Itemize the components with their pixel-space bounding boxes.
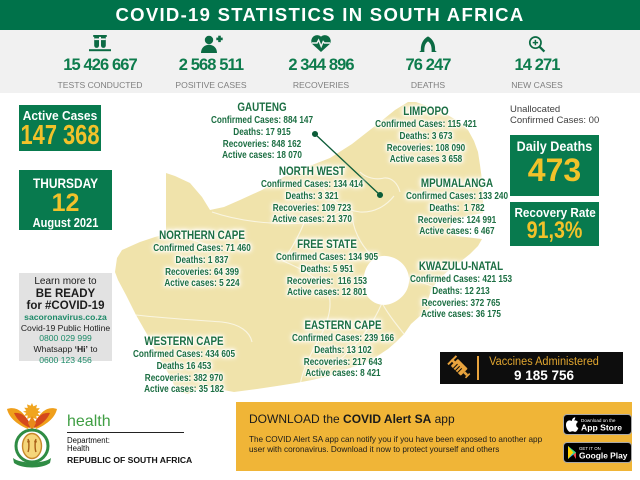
svg-text:Google Play: Google Play [579, 451, 628, 461]
svg-text:Download on the: Download on the [581, 418, 616, 423]
svg-text:GET IT ON: GET IT ON [579, 446, 601, 451]
svg-text:App Store: App Store [581, 423, 622, 433]
